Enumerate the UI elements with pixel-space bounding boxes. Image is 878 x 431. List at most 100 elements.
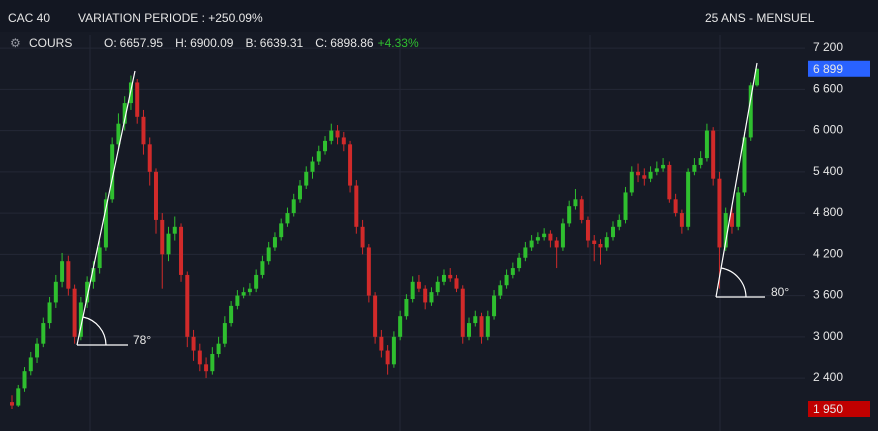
candles [10,68,759,409]
angle-arc [82,316,107,346]
candle-body [510,268,515,275]
y-axis: 2 400 3 000 3 600 4 200 4 800 5 400 6 000 6 600… [808,40,870,417]
candle-body [373,295,378,337]
candle-body [97,247,102,269]
price-tag-label: 6 899 [813,62,843,76]
candle-body [692,164,697,172]
angle-label: 80° [771,285,789,299]
y-tick-label: 5 400 [813,164,843,178]
y-tick-label: 6 000 [813,123,843,137]
y-tick-label: 3 600 [813,288,843,302]
candle-body [60,261,65,282]
candle-body [66,261,71,289]
candle-body [41,323,46,344]
instrument-title: CAC 40 [8,11,50,25]
candle-body [166,233,171,255]
candle-body [529,240,534,248]
candle-body [598,244,603,248]
candle-body [698,158,703,165]
angle-arc [720,267,747,298]
candle-body [153,171,158,220]
candle-body [441,274,446,282]
header-bar [0,0,878,32]
candle-body [429,292,434,303]
angle-line [76,70,136,346]
settings-icon[interactable]: ⚙ [10,36,21,50]
candle-body [210,354,215,372]
candle-body [216,343,221,354]
candle-body [360,226,365,248]
candle-body [517,257,522,269]
candle-body [567,206,572,224]
candle-body [254,274,259,289]
y-tick-label: 3 000 [813,329,843,343]
candle-body [335,130,340,138]
candle-body [266,247,271,262]
candle-body [304,171,309,186]
candle-body [654,168,659,172]
candle-body [448,274,453,279]
candle-body [742,137,747,193]
candle-body [260,261,265,275]
change: +4.33% [378,36,419,50]
candle-body [85,281,90,303]
candle-body [285,213,290,224]
candle-body [617,219,622,227]
candle-body [467,323,472,337]
angle-line [715,62,758,298]
candle-body [22,371,27,389]
candle-body [310,161,315,172]
candle-body [16,388,21,406]
candle-body [423,288,428,303]
candle-body [72,288,77,337]
candle-body [498,285,503,296]
candle-body [10,402,14,406]
candle-body [160,219,165,255]
candle-body [179,226,184,275]
ohlc-value: 6898.86 [330,36,374,50]
ohlc-key: B: [245,36,256,50]
candle-body [141,116,146,145]
candle-body [291,199,296,214]
ohlc-key: O: [104,36,117,50]
candle-body [542,233,547,238]
candle-body [711,130,716,179]
candle-body [623,192,628,220]
candle-body [297,185,302,200]
candle-body [686,171,691,227]
candle-body [554,240,559,248]
ohlc-readout: O: 6657.95 H: 6900.09 B: 6639.31 C: 6898.86 [104,36,374,50]
candle-body [404,299,409,317]
candle-body [729,213,734,227]
candle-body [704,130,709,159]
candle-body [460,288,465,337]
candle-body [548,233,553,241]
candle-body [604,237,609,248]
y-tick-label: 2 400 [813,370,843,384]
candle-body [116,123,121,145]
candle-body [673,199,678,214]
candle-body [410,281,415,299]
variation: VARIATION PERIODE : +250.09% [78,11,263,25]
y-tick-label: 4 200 [813,246,843,260]
candle-body [354,185,359,227]
candle-body [366,247,371,296]
candle-body [385,350,390,365]
ohlc-value: 6657.95 [120,36,164,50]
candle-body [535,237,540,241]
candle-body [323,140,328,152]
candle-body [329,130,334,141]
candle-body [473,316,478,324]
candle-body [222,323,227,344]
candle-body [523,247,528,258]
candle-body [435,281,440,293]
candle-body [241,292,246,296]
price-tag [808,401,870,417]
candle-body [197,350,202,365]
candle-body [717,178,722,248]
candle-body [279,223,284,238]
candle-body [679,213,684,227]
candle-body [736,192,741,227]
candle-body [648,171,653,179]
candle-body [172,226,177,234]
